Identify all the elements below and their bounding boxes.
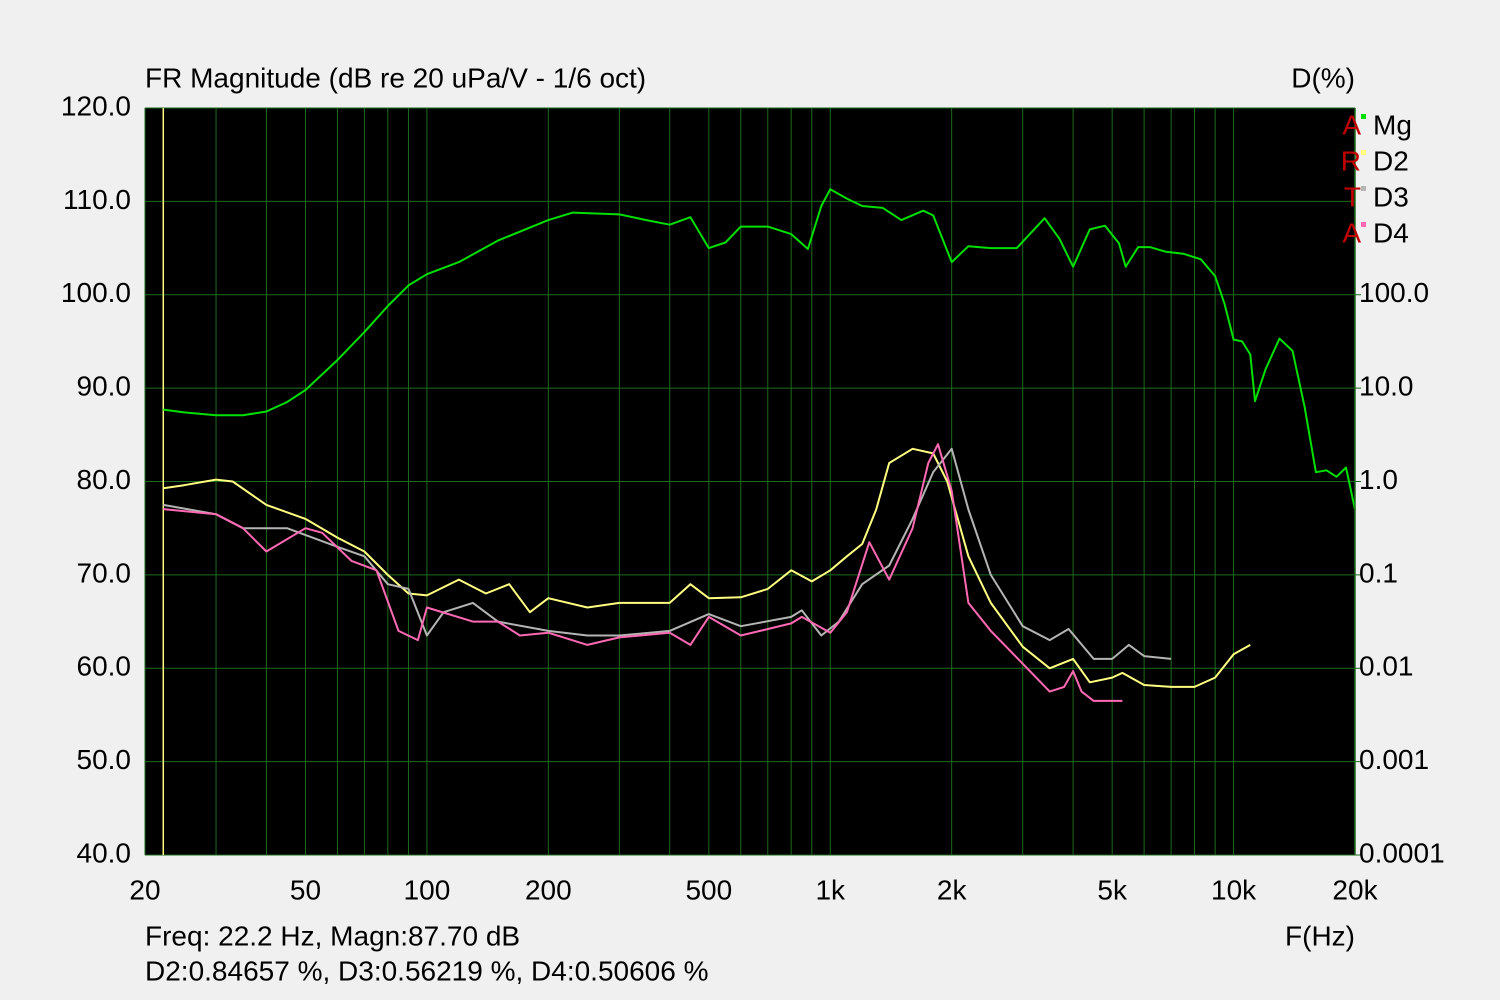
x-tick-label: 5k	[1097, 874, 1128, 905]
watermark-letter: T	[1344, 181, 1361, 212]
cursor-readout: D2:0.84657 %, D3:0.56219 %, D4:0.50606 %	[145, 955, 709, 986]
x-tick-label: 1k	[815, 874, 846, 905]
cursor-readout: Freq: 22.2 Hz, Magn:87.70 dB	[145, 920, 520, 951]
legend-label: D3	[1373, 181, 1409, 212]
watermark-letter: R	[1341, 145, 1361, 176]
watermark-letter: A	[1342, 109, 1361, 140]
y-tick-label: 100.0	[61, 277, 131, 308]
y2-tick-label: 0.1	[1359, 557, 1398, 588]
y2-tick-label: 10.0	[1359, 371, 1414, 402]
series-line	[163, 443, 1123, 702]
legend-swatch	[1361, 150, 1366, 155]
y2-tick-label: 0.001	[1359, 744, 1429, 775]
legend-label: D2	[1373, 145, 1409, 176]
y2-tick-label: 0.0001	[1359, 837, 1445, 868]
legend-swatch	[1361, 114, 1366, 119]
chart-title: FR Magnitude (dB re 20 uPa/V - 1/6 oct)	[145, 62, 646, 93]
y-tick-label: 60.0	[77, 651, 132, 682]
y2-axis-label: D(%)	[1291, 62, 1355, 93]
legend-swatch	[1361, 222, 1366, 227]
series-line	[163, 447, 1172, 660]
y-tick-label: 40.0	[77, 837, 132, 868]
legend-label: D4	[1373, 217, 1409, 248]
series-line	[163, 188, 1356, 510]
y-tick-label: 110.0	[63, 184, 131, 215]
watermark-letter: A	[1342, 217, 1361, 248]
x-tick-label: 20k	[1332, 874, 1378, 905]
y-tick-label: 80.0	[77, 464, 132, 495]
legend-label: Mg	[1373, 109, 1412, 140]
y-tick-label: 50.0	[77, 744, 132, 775]
y2-tick-label: 0.01	[1359, 651, 1414, 682]
series-line	[163, 447, 1251, 688]
x-tick-label: 200	[525, 874, 572, 905]
x-tick-label: 20	[129, 874, 160, 905]
y-tick-label: 120.0	[61, 90, 131, 121]
x-tick-label: 50	[290, 874, 321, 905]
y-tick-label: 70.0	[77, 557, 132, 588]
y2-tick-label: 100.0	[1359, 277, 1429, 308]
x-tick-label: 2k	[937, 874, 968, 905]
y2-tick-label: 1.0	[1359, 464, 1398, 495]
x-tick-label: 100	[404, 874, 451, 905]
x-axis-label: F(Hz)	[1285, 920, 1355, 951]
x-tick-label: 10k	[1211, 874, 1257, 905]
y-tick-label: 90.0	[77, 371, 132, 402]
legend-swatch	[1361, 186, 1366, 191]
x-tick-label: 500	[685, 874, 732, 905]
